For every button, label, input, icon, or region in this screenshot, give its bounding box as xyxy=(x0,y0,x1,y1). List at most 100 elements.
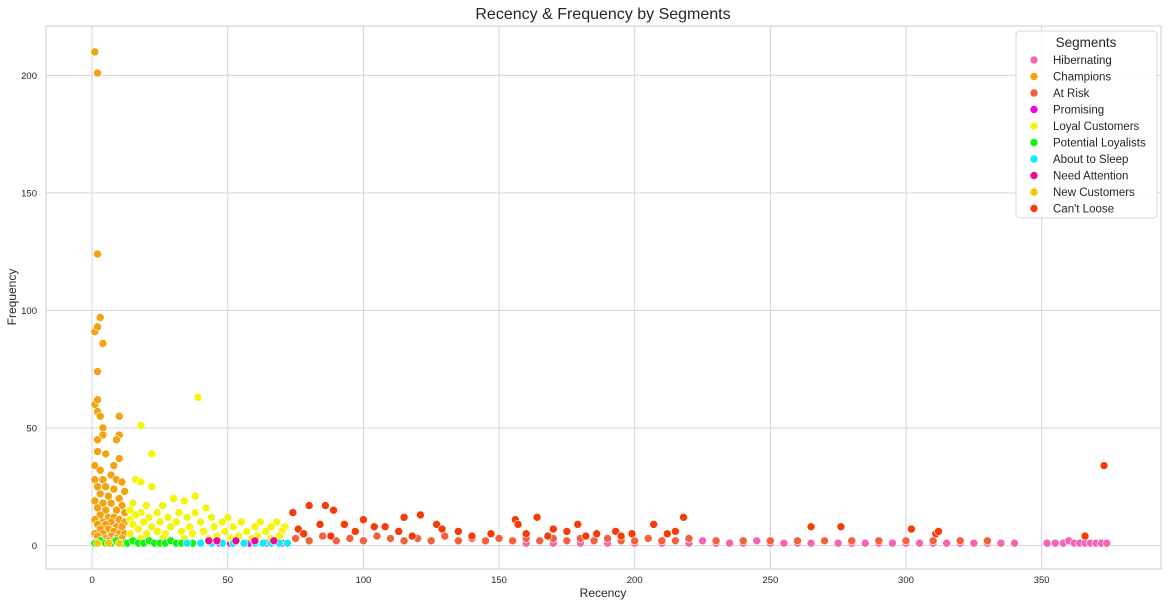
point-can-t-loose xyxy=(573,520,583,529)
point-loyal-customers xyxy=(193,393,203,402)
point-new-customers xyxy=(93,538,102,548)
point-loyal-customers xyxy=(125,505,135,515)
point-at-risk xyxy=(494,534,504,543)
point-champions xyxy=(101,449,110,459)
x-tick-label: 250 xyxy=(762,575,778,586)
point-at-risk xyxy=(291,534,300,543)
point-can-t-loose xyxy=(288,508,298,517)
point-loyal-customers xyxy=(169,494,178,503)
point-can-t-loose xyxy=(1080,531,1090,541)
y-axis-label: Frequency xyxy=(5,269,19,326)
point-hibernating xyxy=(725,538,734,548)
point-can-t-loose xyxy=(315,520,325,529)
point-at-risk xyxy=(386,534,395,543)
legend-label: About to Sleep xyxy=(1053,154,1128,166)
point-champions xyxy=(98,339,108,348)
point-loyal-customers xyxy=(261,527,271,536)
legend-title: Segments xyxy=(1056,35,1117,50)
point-loyal-customers xyxy=(139,517,148,527)
point-loyal-customers xyxy=(131,510,140,520)
point-can-t-loose xyxy=(532,512,542,522)
point-loyal-customers xyxy=(133,524,143,534)
point-can-t-loose xyxy=(627,529,637,539)
legend-label: Can't Loose xyxy=(1053,204,1114,216)
legend-marker xyxy=(1029,154,1039,164)
point-loyal-customers xyxy=(166,522,176,531)
point-champions xyxy=(95,465,105,475)
point-need-attention xyxy=(250,536,260,546)
legend-label: Promising xyxy=(1053,105,1104,117)
point-hibernating xyxy=(698,536,707,546)
point-can-t-loose xyxy=(432,520,441,529)
point-loyal-customers xyxy=(228,522,238,531)
x-tick-label: 150 xyxy=(491,575,507,586)
point-can-t-loose xyxy=(369,522,379,531)
point-can-t-loose xyxy=(513,520,523,529)
point-at-risk xyxy=(372,531,382,541)
point-can-t-loose xyxy=(454,527,463,536)
point-loyal-customers xyxy=(196,517,205,527)
point-loyal-customers xyxy=(155,517,165,527)
point-can-t-loose xyxy=(549,524,558,534)
point-at-risk xyxy=(535,536,545,546)
point-loyal-customers xyxy=(220,527,230,536)
point-champions xyxy=(93,249,102,259)
y-tick-label: 200 xyxy=(21,71,37,82)
point-can-t-loose xyxy=(340,520,349,529)
point-can-t-loose xyxy=(467,531,477,541)
point-loyal-customers xyxy=(180,496,189,506)
legend-marker xyxy=(1029,121,1039,131)
point-need-attention xyxy=(204,536,214,546)
point-loyal-customers xyxy=(209,522,219,531)
point-can-t-loose xyxy=(836,522,846,531)
point-at-risk xyxy=(657,536,667,546)
y-tick-label: 50 xyxy=(26,423,37,434)
point-loyal-customers xyxy=(218,517,227,527)
point-champions xyxy=(93,322,102,332)
point-at-risk xyxy=(901,536,911,546)
point-can-t-loose xyxy=(350,527,360,536)
point-can-t-loose xyxy=(671,527,680,536)
point-can-t-loose xyxy=(394,527,403,536)
point-at-risk xyxy=(684,534,694,543)
point-champions xyxy=(98,430,108,440)
point-at-risk xyxy=(643,534,653,543)
point-at-risk xyxy=(359,536,368,546)
point-loyal-customers xyxy=(152,508,162,517)
point-champions xyxy=(117,477,127,487)
point-can-t-loose xyxy=(581,531,591,541)
point-loyal-customers xyxy=(144,512,154,522)
point-loyal-customers xyxy=(190,491,200,501)
grid-lines xyxy=(46,26,1161,569)
point-loyal-customers xyxy=(201,503,211,513)
point-can-t-loose xyxy=(359,515,368,524)
point-loyal-customers xyxy=(158,501,167,510)
point-loyal-customers xyxy=(136,421,146,430)
point-champions xyxy=(106,498,116,508)
point-champions xyxy=(90,47,100,57)
point-champions xyxy=(114,454,124,463)
point-can-t-loose xyxy=(329,505,338,515)
point-hibernating xyxy=(996,538,1006,548)
point-can-t-loose xyxy=(399,512,409,522)
point-at-risk xyxy=(562,536,572,546)
point-new-customers xyxy=(114,538,124,548)
point-at-risk xyxy=(793,536,802,546)
legend-label: Champions xyxy=(1053,72,1111,84)
point-at-risk xyxy=(331,536,341,546)
point-can-t-loose xyxy=(592,529,602,539)
x-axis-label: Recency xyxy=(580,586,627,600)
point-can-t-loose xyxy=(416,510,425,520)
point-need-attention xyxy=(231,536,241,546)
point-loyal-customers xyxy=(242,527,252,536)
point-can-t-loose xyxy=(934,527,943,536)
point-champions xyxy=(109,461,119,470)
point-can-t-loose xyxy=(616,531,626,541)
point-can-t-loose xyxy=(521,529,531,539)
point-hibernating xyxy=(942,538,951,548)
x-tick-label: 350 xyxy=(1034,575,1050,586)
point-hibernating xyxy=(1042,538,1052,548)
legend-label: At Risk xyxy=(1053,88,1090,100)
point-need-attention xyxy=(269,536,279,546)
point-hibernating xyxy=(860,538,870,548)
